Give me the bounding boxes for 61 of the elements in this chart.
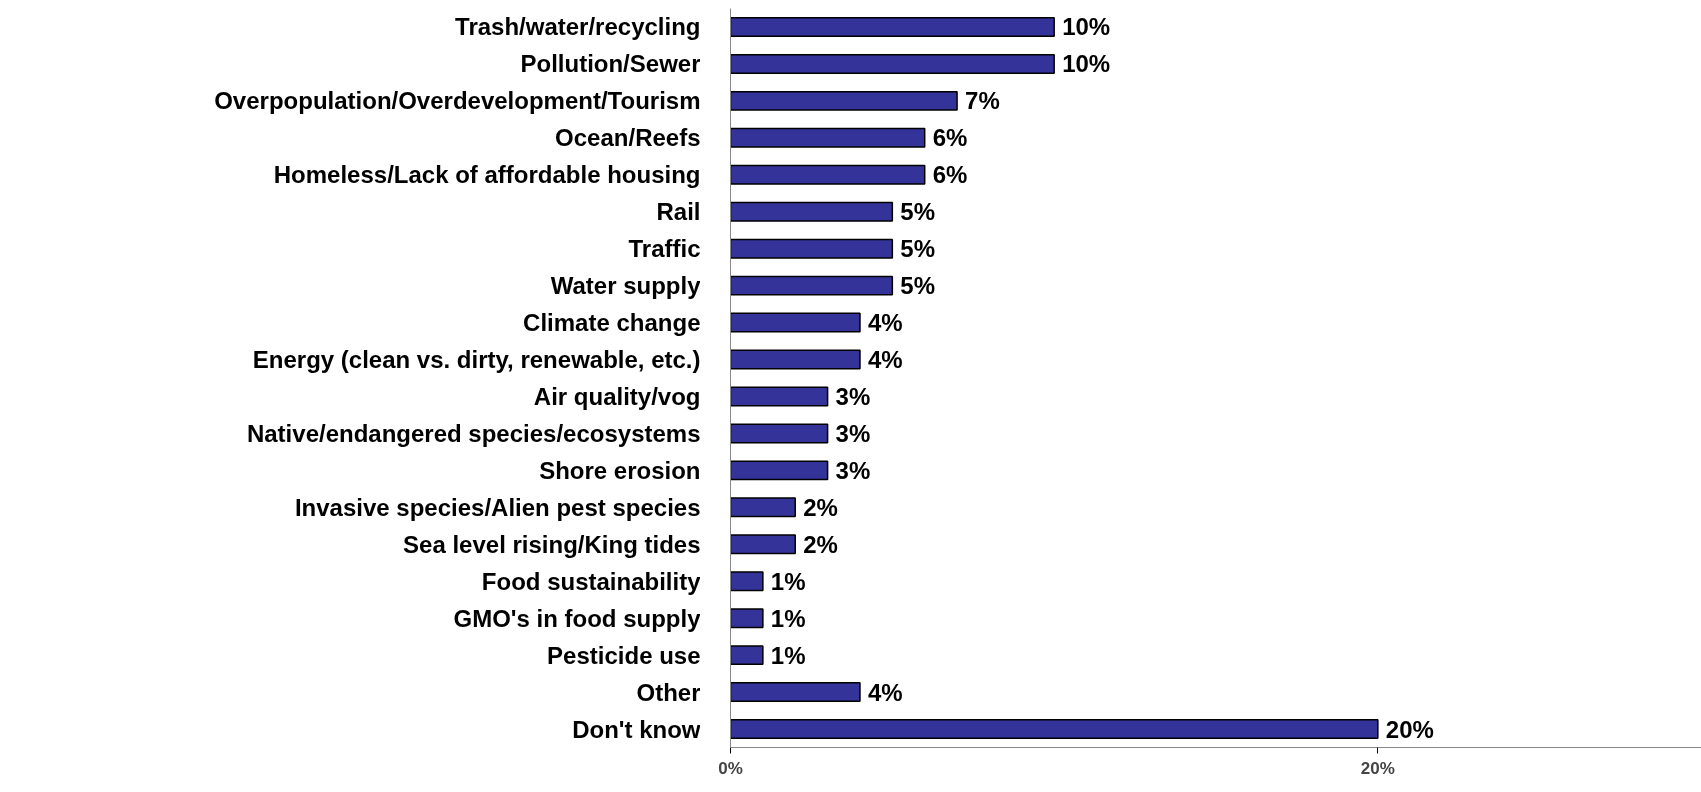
bar [730, 201, 894, 222]
bar [730, 53, 1055, 74]
data-label: 1% [770, 641, 806, 669]
y-tick-label: Pollution/Sewer [520, 50, 701, 78]
data-label: 1% [770, 604, 806, 632]
bar [730, 386, 829, 407]
y-tick-label: GMO's in food supply [453, 604, 702, 632]
y-tick-label: Energy (clean vs. dirty, renewable, etc.) [252, 346, 701, 374]
y-tick-label: Sea level rising/King tides [403, 530, 701, 558]
y-tick-label: Water supply [550, 272, 702, 300]
bar [730, 682, 861, 703]
y-tick-label: Overpopulation/Overdevelopment/Tourism [214, 87, 701, 115]
data-label: 5% [900, 272, 936, 300]
data-label: 10% [1062, 13, 1111, 41]
y-tick-label: Climate change [523, 309, 701, 337]
y-tick-label: Homeless/Lack of affordable housing [273, 161, 701, 189]
bar [730, 460, 829, 481]
data-label: 4% [867, 678, 903, 706]
y-tick-label: Invasive species/Alien pest species [294, 493, 701, 521]
y-tick-label: Traffic [628, 235, 701, 263]
data-label: 3% [835, 382, 871, 410]
data-label: 20% [1385, 715, 1434, 743]
data-label: 5% [900, 235, 936, 263]
data-label: 6% [932, 161, 968, 189]
data-label: 4% [867, 346, 903, 374]
data-label: 10% [1062, 50, 1111, 78]
data-label: 7% [965, 87, 1000, 115]
bar [730, 312, 861, 333]
data-label: 2% [803, 530, 838, 558]
data-label: 1% [770, 567, 806, 595]
bar [730, 497, 796, 518]
y-tick-label: Pesticide use [547, 641, 701, 669]
y-tick-label: Other [636, 678, 701, 706]
y-tick-label: Air quality/vog [533, 382, 701, 410]
y-tick-label: Rail [656, 198, 701, 226]
bar [730, 423, 829, 444]
x-tick-label: 0% [718, 758, 743, 778]
bar [730, 571, 764, 592]
data-label: 4% [867, 309, 903, 337]
bar [730, 608, 764, 629]
y-tick-label: Native/endangered species/ecosystems [246, 419, 701, 447]
bar [730, 645, 764, 666]
bar [730, 238, 894, 259]
y-tick-label: Don't know [572, 715, 701, 743]
bar [730, 719, 1379, 740]
y-tick-label: Shore erosion [539, 456, 701, 484]
data-label: 2% [803, 493, 838, 521]
data-label: 3% [835, 419, 871, 447]
data-label: 6% [932, 124, 968, 152]
bar [730, 90, 958, 111]
data-label: 3% [835, 456, 871, 484]
y-tick-label: Food sustainability [481, 567, 702, 595]
bar [730, 275, 894, 296]
data-label: 5% [900, 198, 936, 226]
bar [730, 534, 796, 555]
y-tick-label: Ocean/Reefs [555, 124, 701, 152]
bar [730, 164, 926, 185]
bar [730, 127, 926, 148]
bar [730, 16, 1055, 37]
y-tick-label: Trash/water/recycling [455, 13, 701, 41]
bar [730, 349, 861, 370]
